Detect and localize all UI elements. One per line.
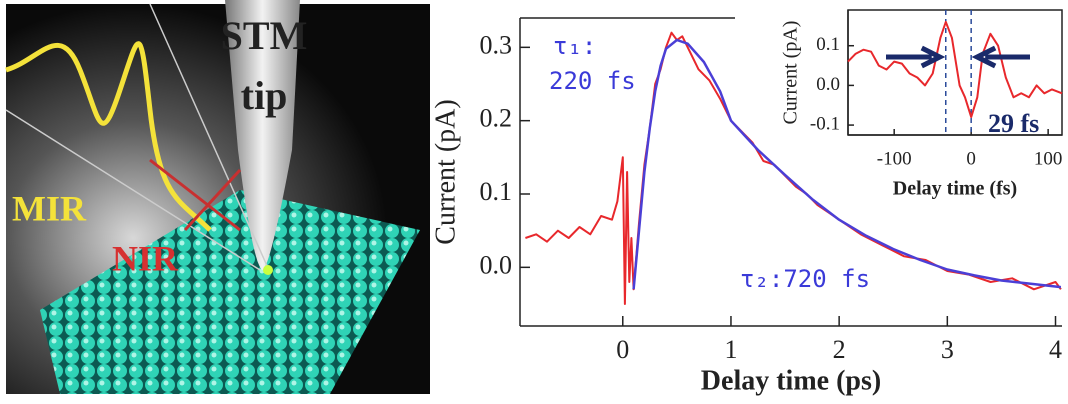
annotation: τ₂:720 fs (740, 265, 870, 293)
plots: 0 1 2 3 4 0.0 0.1 0.2 0.3 Delay time (ps) Current … (430, 10, 1062, 396)
x-tick-label: 100 (1034, 148, 1063, 169)
label: MIR (12, 188, 87, 228)
y-axis-label: Current (pA) (780, 21, 802, 125)
y-tick-label: 0.1 (816, 34, 840, 55)
x-axis-label: Delay time (ps) (701, 365, 881, 396)
x-tick-label: 4 (1049, 335, 1062, 364)
figure: STM tip MIR NIR 0 1 2 3 4 0.0 0.1 0.2 0.3 Delay t… (0, 0, 1068, 404)
y-tick-label: -0.1 (810, 113, 840, 134)
annotation: τ₁: (553, 32, 596, 60)
x-tick-label: 1 (724, 335, 737, 364)
y-tick-label: 0.3 (480, 30, 513, 59)
x-axis-label: Delay time (fs) (893, 178, 1017, 200)
x-tick-label: 0 (966, 148, 976, 169)
junction (263, 265, 273, 275)
y-tick-label: 0.0 (480, 250, 513, 279)
y-tick-label: 0.2 (480, 104, 513, 133)
x-tick-label: 3 (941, 335, 954, 364)
y-tick-label: 0.0 (816, 74, 840, 95)
y-axis-label: Current (pA) (430, 99, 461, 244)
label: NIR (112, 238, 179, 278)
illustration: STM tip MIR NIR (6, 0, 430, 394)
x-tick-label: -100 (877, 148, 912, 169)
y-tick-label: 0.1 (480, 177, 513, 206)
x-tick-label: 2 (833, 335, 846, 364)
annotation: 29 fs (988, 109, 1039, 138)
label: STM (221, 13, 308, 58)
annotation: 220 fs (549, 67, 636, 95)
label: tip (241, 73, 288, 118)
x-tick-label: 0 (616, 335, 629, 364)
